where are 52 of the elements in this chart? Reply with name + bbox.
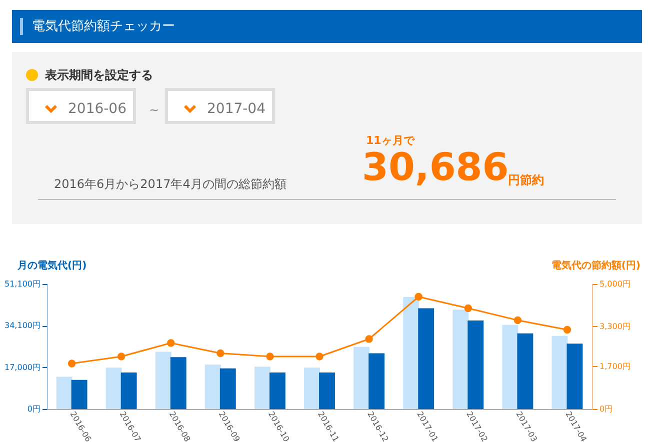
bar — [368, 353, 385, 409]
bar — [304, 368, 320, 409]
text: 2016-06 — [68, 101, 126, 117]
point — [216, 349, 224, 358]
bar — [319, 372, 335, 409]
bar — [566, 344, 583, 409]
point — [414, 292, 422, 301]
chart-title: 電気代節約額チェッカー — [32, 19, 175, 34]
bar — [71, 380, 88, 409]
point — [68, 360, 76, 368]
point — [464, 304, 472, 312]
bar — [552, 336, 568, 409]
y2-axis-title: 電気代の節約額(円) — [551, 260, 640, 272]
y2-tick-label: 1,700円 — [600, 362, 630, 371]
text: ~ — [149, 103, 160, 117]
bar — [269, 372, 286, 409]
y-axis-title: 月の電気代(円) — [16, 260, 87, 272]
point — [514, 316, 522, 324]
text: 2017-04 — [207, 101, 266, 117]
point — [316, 352, 324, 360]
y-tick-label: 51,100円 — [4, 280, 40, 288]
point — [166, 339, 175, 347]
bar — [403, 296, 420, 409]
y2-tick-label: 0円 — [600, 404, 613, 414]
bar — [106, 368, 122, 409]
bar — [517, 333, 534, 409]
y2-tick-label: 5,000円 — [600, 280, 630, 288]
y2-tick-label: 3,300円 — [600, 322, 630, 331]
text: 円節約 — [508, 172, 544, 189]
bar — [452, 310, 469, 409]
y-tick-label: 0円 — [27, 404, 40, 414]
y-tick-label: 34,100円 — [4, 321, 40, 330]
bar — [155, 352, 172, 409]
bar — [354, 346, 370, 409]
text: 30,686 — [362, 145, 509, 189]
text: 2016年6月から2017年4月の間の総節約額 — [54, 176, 286, 193]
bar — [120, 372, 137, 409]
bar — [56, 376, 72, 409]
y-tick-label: 17,000円 — [4, 362, 40, 372]
bar — [220, 368, 236, 409]
text: 表示期間を設定する — [45, 67, 153, 84]
point — [563, 326, 572, 334]
bar — [418, 308, 434, 409]
bar — [254, 366, 270, 409]
point — [365, 335, 373, 343]
bar — [170, 357, 186, 409]
point — [266, 352, 274, 360]
bar — [204, 364, 221, 409]
bar — [468, 320, 484, 409]
bar — [502, 324, 518, 409]
point — [117, 352, 126, 360]
text: 11ヶ月で — [366, 133, 414, 148]
